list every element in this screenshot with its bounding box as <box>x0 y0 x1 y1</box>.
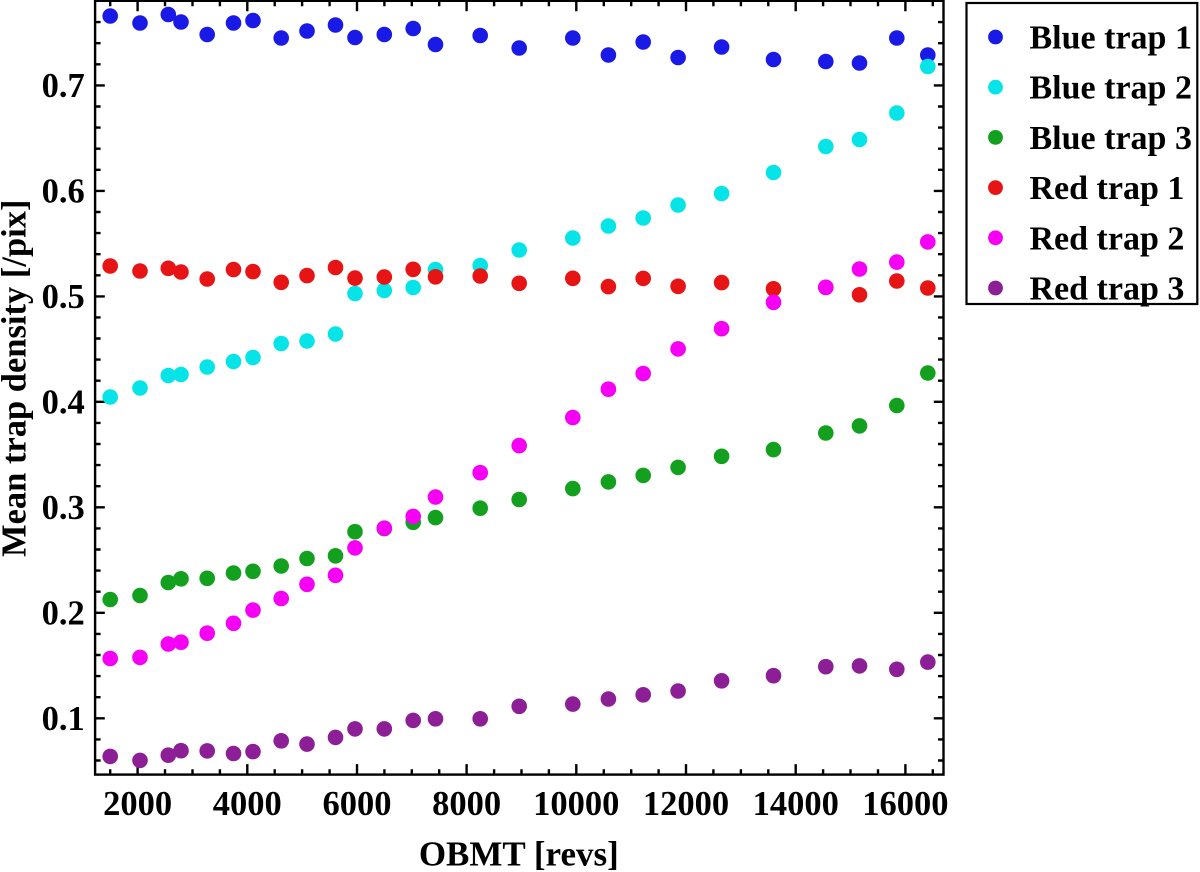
svg-text:OBMT [revs]: OBMT [revs] <box>419 835 619 872</box>
svg-text:2000: 2000 <box>103 785 172 823</box>
svg-text:Blue trap 3: Blue trap 3 <box>1030 120 1192 157</box>
svg-text:Red trap 3: Red trap 3 <box>1030 271 1185 308</box>
svg-text:8000: 8000 <box>432 785 501 823</box>
svg-text:0.3: 0.3 <box>42 489 85 527</box>
svg-text:Red trap 1: Red trap 1 <box>1030 170 1185 207</box>
svg-text:0.4: 0.4 <box>42 383 85 421</box>
svg-text:0.1: 0.1 <box>42 700 85 738</box>
svg-text:0.2: 0.2 <box>42 594 85 632</box>
svg-text:Mean trap density [/pix]: Mean trap density [/pix] <box>0 200 34 557</box>
svg-text:Blue trap 2: Blue trap 2 <box>1030 70 1192 107</box>
svg-text:14000: 14000 <box>753 785 839 823</box>
svg-text:12000: 12000 <box>643 785 729 823</box>
svg-text:0.5: 0.5 <box>42 278 85 316</box>
svg-text:0.6: 0.6 <box>42 172 85 210</box>
svg-text:6000: 6000 <box>323 785 392 823</box>
svg-text:16000: 16000 <box>862 785 948 823</box>
svg-text:Blue trap 1: Blue trap 1 <box>1030 20 1192 57</box>
svg-text:0.7: 0.7 <box>42 67 85 105</box>
svg-text:4000: 4000 <box>213 785 282 823</box>
svg-text:Red trap 2: Red trap 2 <box>1030 220 1185 257</box>
svg-text:10000: 10000 <box>533 785 619 823</box>
